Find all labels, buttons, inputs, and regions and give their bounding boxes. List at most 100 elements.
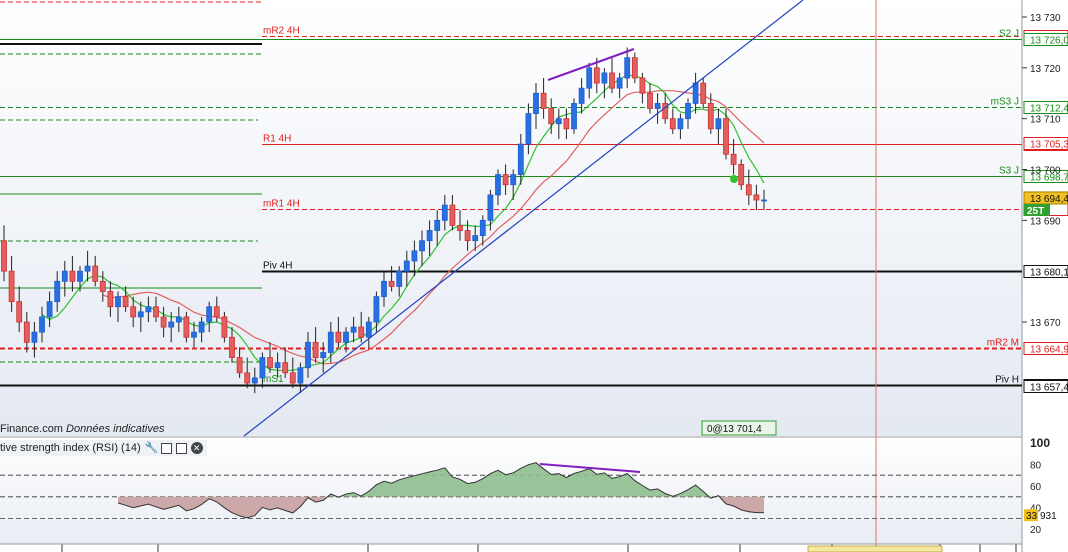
candle-body bbox=[373, 296, 380, 323]
candle bbox=[305, 332, 311, 378]
candle bbox=[715, 108, 722, 145]
candle bbox=[130, 296, 137, 328]
candle bbox=[84, 250, 91, 282]
level-label-piv-h: Piv H bbox=[995, 375, 1019, 386]
candle-body bbox=[107, 291, 114, 308]
candle bbox=[99, 271, 106, 302]
candle bbox=[358, 311, 365, 343]
candle bbox=[669, 108, 676, 134]
candle-body bbox=[654, 103, 661, 109]
candle-body bbox=[160, 316, 167, 328]
candle bbox=[449, 194, 456, 231]
candle bbox=[8, 255, 15, 312]
candle bbox=[168, 311, 175, 343]
candle-body bbox=[8, 270, 15, 303]
candle-body bbox=[335, 331, 342, 343]
candle-body bbox=[267, 357, 273, 369]
wrench-icon[interactable]: 🔧 bbox=[144, 442, 159, 454]
candle bbox=[145, 296, 152, 322]
candle bbox=[46, 291, 53, 328]
candle bbox=[229, 327, 235, 363]
cursor-readout-text: 0@13 701,4 bbox=[707, 424, 762, 435]
candle bbox=[730, 139, 737, 175]
trendlines[interactable] bbox=[243, 0, 804, 437]
candle-body bbox=[662, 103, 669, 120]
candle-body bbox=[153, 306, 159, 318]
candle bbox=[259, 352, 266, 389]
cursor-readout: 0@13 701,4 bbox=[701, 420, 777, 436]
candle-body bbox=[449, 204, 456, 226]
candle-body bbox=[624, 57, 631, 79]
candle bbox=[654, 93, 661, 124]
candle bbox=[320, 342, 327, 373]
window-icon[interactable] bbox=[175, 442, 187, 454]
candle bbox=[738, 159, 745, 190]
candle bbox=[373, 291, 380, 333]
rsi-tick-label: 100 bbox=[1030, 436, 1050, 450]
pivot-levels: mR2 4H S2 J mS3 J R1 4H S3 J mR1 4H Piv 4H mR2 … bbox=[0, 26, 1022, 387]
axis-tag-text: 13 712,4 bbox=[1030, 104, 1068, 115]
candle-body bbox=[327, 331, 334, 353]
candle-body bbox=[510, 174, 517, 186]
candle bbox=[137, 301, 144, 333]
candle-body bbox=[745, 184, 752, 196]
current-price-text: 13 694,4 bbox=[1030, 194, 1068, 205]
candle-body bbox=[343, 331, 349, 343]
divergence-line-price bbox=[547, 48, 635, 81]
candle bbox=[510, 169, 517, 200]
candle-body bbox=[540, 92, 547, 109]
close-icon[interactable]: ✕ bbox=[190, 442, 203, 454]
candle-body bbox=[738, 164, 745, 186]
candle bbox=[601, 67, 608, 99]
candles[interactable] bbox=[1, 47, 767, 394]
candle-body bbox=[586, 67, 593, 89]
candle bbox=[571, 98, 577, 134]
level-label-s3-j: S3 J bbox=[999, 166, 1019, 177]
candle-body bbox=[472, 235, 479, 242]
candle-body bbox=[115, 296, 121, 308]
price-tick-label: 13 700 bbox=[1030, 166, 1061, 177]
candle bbox=[381, 271, 387, 307]
candle bbox=[153, 296, 159, 322]
time-axis bbox=[0, 543, 1022, 552]
source-site: Finance.com bbox=[0, 423, 63, 435]
candle bbox=[419, 230, 425, 267]
candle bbox=[495, 169, 501, 206]
candle bbox=[213, 296, 220, 322]
candle bbox=[761, 189, 767, 211]
candle-body bbox=[396, 270, 403, 287]
candle-body bbox=[137, 311, 144, 318]
candle-body bbox=[191, 331, 197, 338]
level-label-mr2-m: mR2 M bbox=[987, 338, 1019, 349]
candle bbox=[540, 78, 547, 119]
candle-body bbox=[206, 306, 213, 323]
axis-tag-box bbox=[1023, 33, 1068, 46]
level-label-mr1-4h: mR1 4H bbox=[263, 199, 300, 210]
candle-body bbox=[289, 372, 296, 384]
ma-red-line bbox=[102, 90, 765, 365]
candle-body bbox=[305, 341, 311, 369]
axis-tag-box bbox=[1023, 170, 1068, 183]
candle bbox=[631, 52, 638, 84]
candle-body bbox=[487, 194, 494, 221]
candle bbox=[198, 316, 205, 343]
candle bbox=[426, 220, 433, 256]
candle-body bbox=[183, 316, 190, 338]
candle bbox=[343, 327, 349, 353]
candle bbox=[31, 322, 38, 358]
rsi-fill-below bbox=[118, 496, 764, 518]
candle bbox=[350, 316, 357, 343]
candle-body bbox=[525, 113, 532, 145]
candle bbox=[39, 306, 45, 343]
level-label-s2-j: S2 J bbox=[999, 29, 1019, 40]
clover-dot bbox=[730, 175, 738, 183]
candle-body bbox=[715, 118, 722, 130]
candle bbox=[593, 57, 600, 94]
axis-tag-ms3-j: 13 712,4 bbox=[1023, 101, 1068, 115]
candle-body bbox=[571, 103, 577, 130]
axis-extra-box bbox=[1023, 137, 1068, 150]
candle bbox=[548, 98, 555, 134]
window-icon[interactable] bbox=[160, 442, 172, 454]
